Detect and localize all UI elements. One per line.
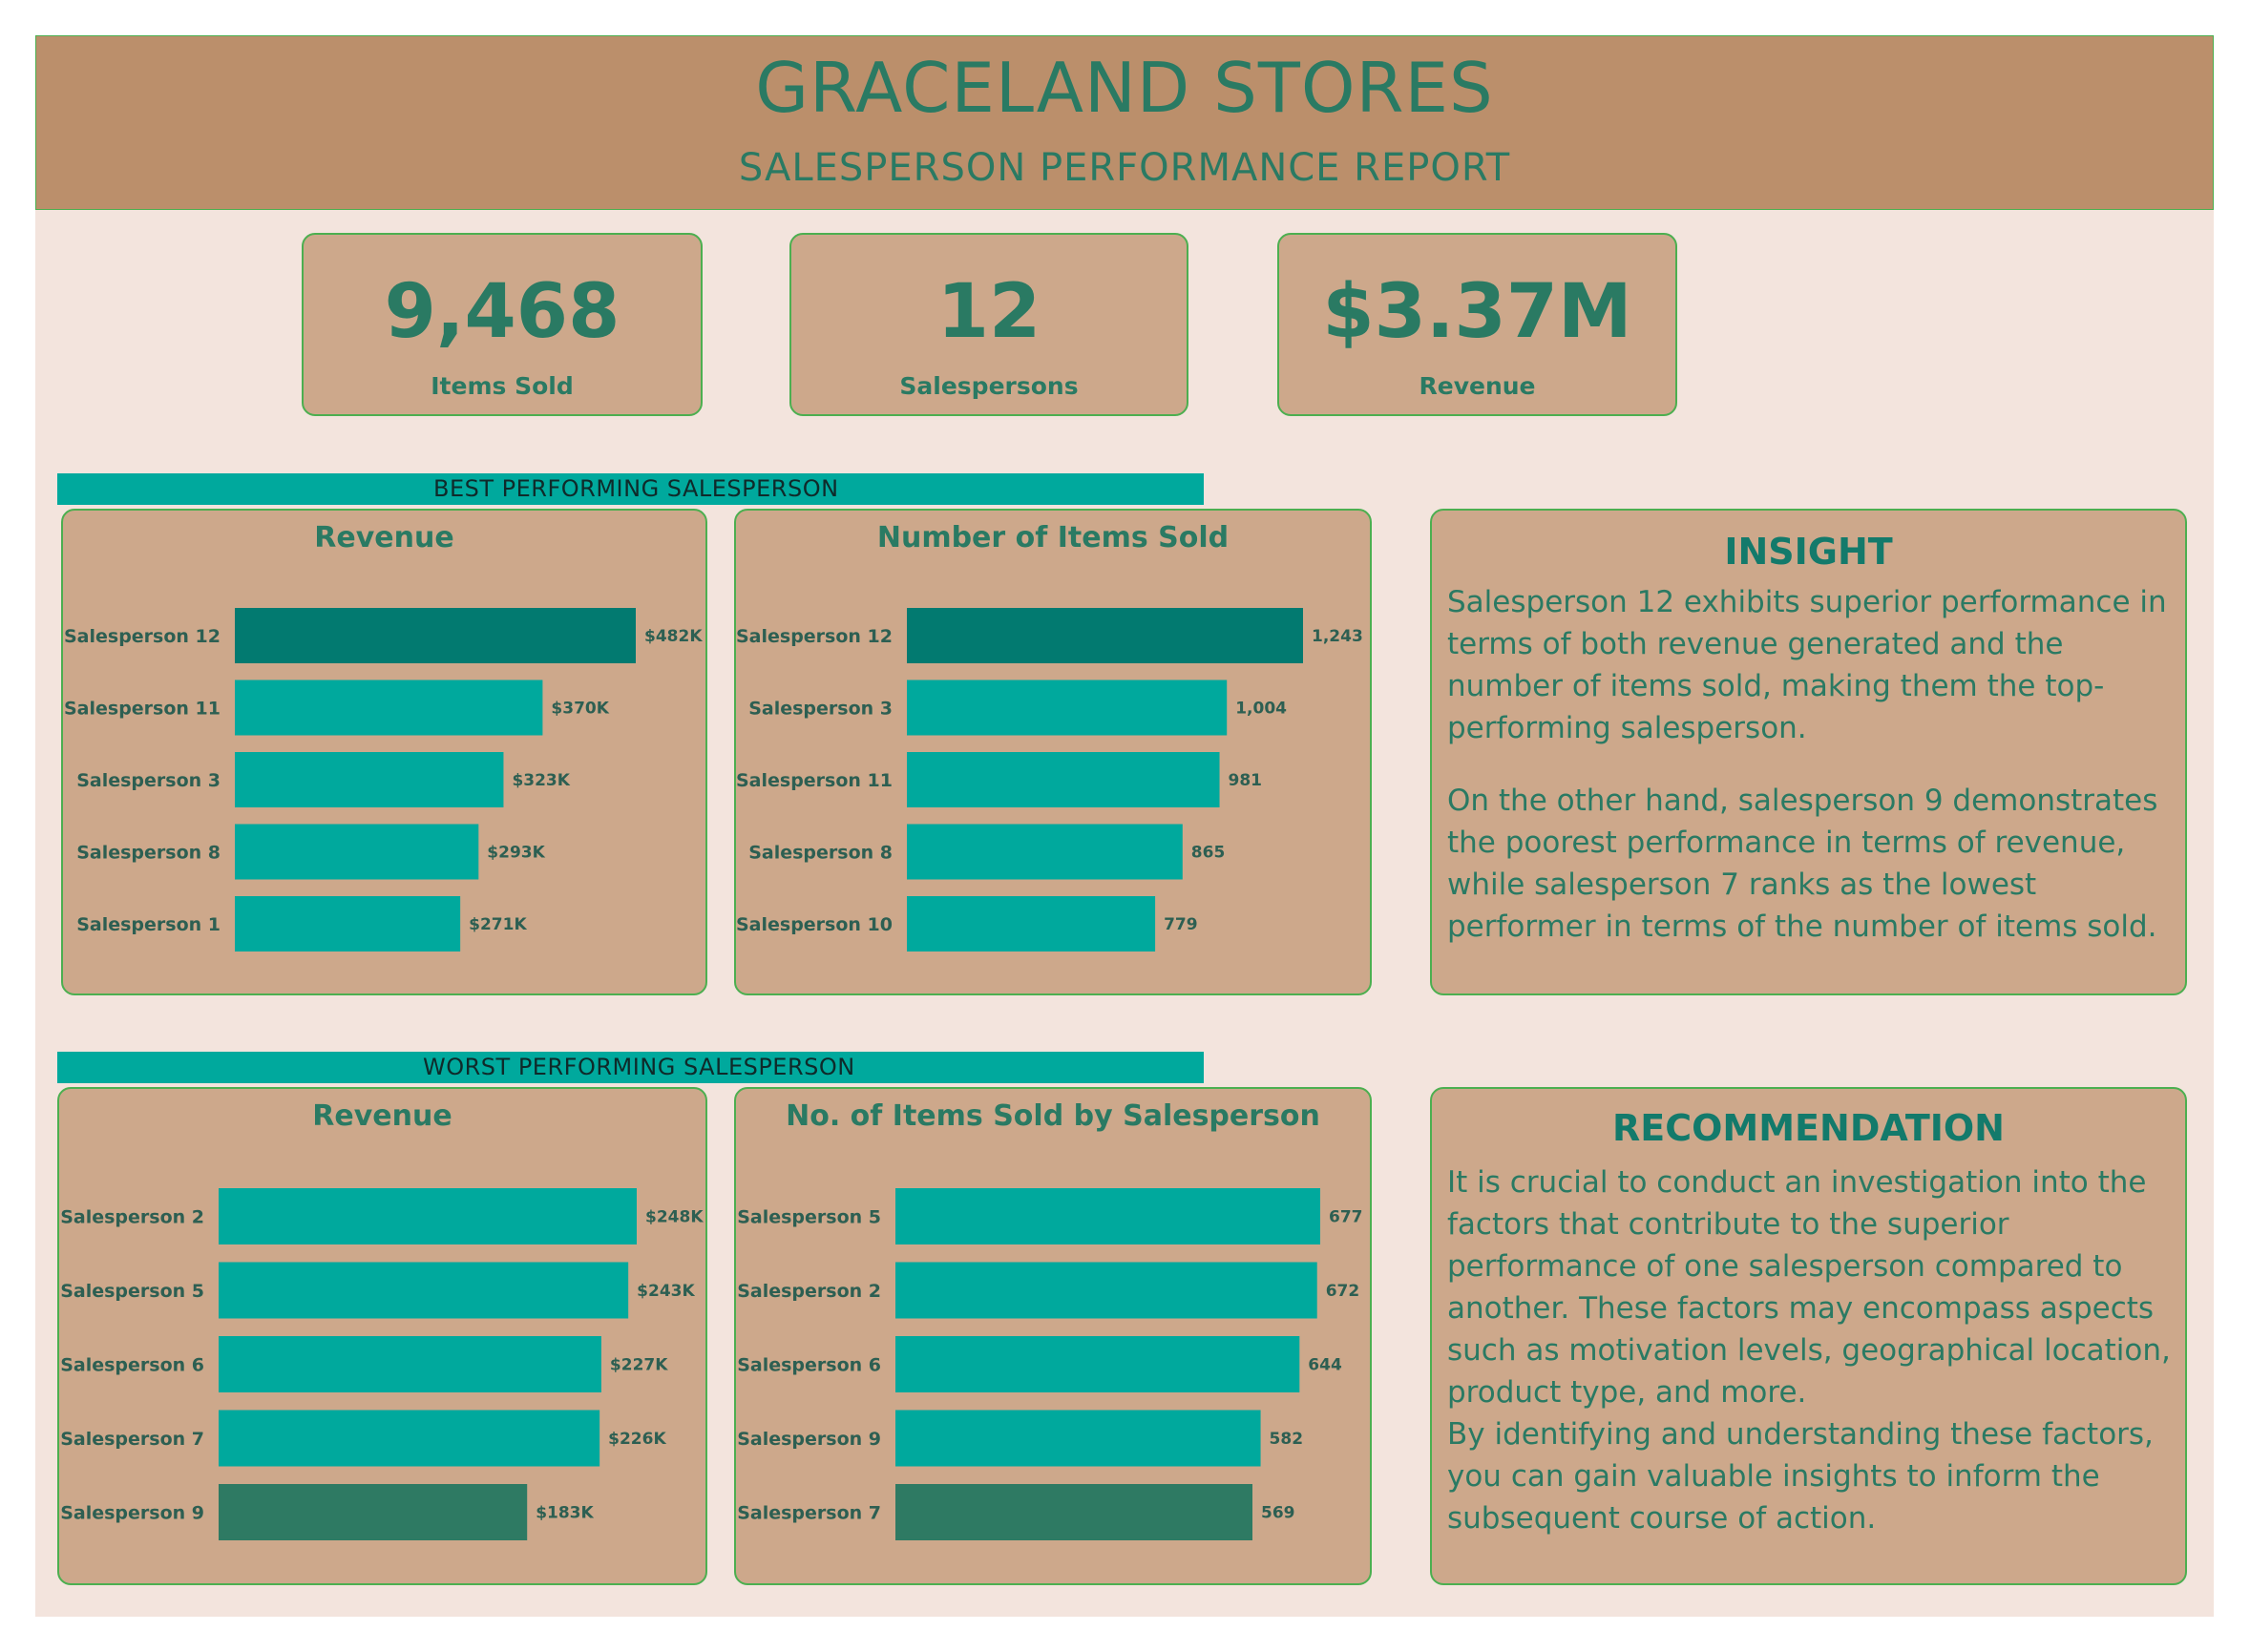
bar xyxy=(895,1410,1261,1467)
value-label: $243K xyxy=(637,1282,695,1301)
bar xyxy=(219,1410,600,1467)
category-label: Salesperson 6 xyxy=(737,1355,881,1376)
report-title: GRACELAND STORES xyxy=(755,48,1494,128)
chart-title: No. of Items Sold by Salesperson xyxy=(786,1099,1320,1133)
category-label: Salesperson 8 xyxy=(748,843,893,864)
bar xyxy=(235,608,636,663)
kpi-value: 9,468 xyxy=(384,269,620,355)
value-label: 582 xyxy=(1270,1430,1304,1449)
category-label: Salesperson 9 xyxy=(737,1429,881,1450)
bar xyxy=(907,752,1220,807)
category-label: Salesperson 12 xyxy=(736,626,893,647)
insight-card: INSIGHT Salesperson 12 exhibits superior… xyxy=(1430,509,2187,995)
best-items-bars: Salesperson 12 1,243 Salesperson 3 1,004 Sal… xyxy=(736,608,1363,951)
value-label: $226K xyxy=(608,1430,666,1449)
bar xyxy=(219,1188,637,1244)
category-label: Salesperson 8 xyxy=(76,843,221,864)
report-header: GRACELAND STORES SALESPERSON PERFORMANCE… xyxy=(35,35,2214,210)
best-section-band: BEST PERFORMING SALESPERSON xyxy=(57,473,1204,505)
category-label: Salesperson 11 xyxy=(64,699,221,720)
bar xyxy=(907,824,1183,880)
value-label: $227K xyxy=(610,1356,668,1375)
insight-paragraph: Salesperson 12 exhibits superior perform… xyxy=(1447,585,2167,745)
bar xyxy=(235,896,461,951)
value-label: 981 xyxy=(1229,771,1263,790)
bar xyxy=(235,824,479,880)
value-label: 644 xyxy=(1308,1356,1342,1375)
report-subtitle: SALESPERSON PERFORMANCE REPORT xyxy=(738,146,1511,190)
value-label: 672 xyxy=(1326,1282,1360,1301)
worst-section-label: WORST PERFORMING SALESPERSON xyxy=(423,1054,855,1080)
value-label: $183K xyxy=(536,1504,594,1523)
category-label: Salesperson 12 xyxy=(64,626,221,647)
value-label: $293K xyxy=(487,844,545,863)
category-label: Salesperson 7 xyxy=(737,1503,881,1524)
kpi-label: Items Sold xyxy=(431,372,574,400)
worst-items-chart: No. of Items Sold by Salesperson Salespe… xyxy=(734,1087,1372,1585)
value-label: 677 xyxy=(1329,1208,1363,1227)
bar xyxy=(235,680,543,736)
category-label: Salesperson 2 xyxy=(737,1281,881,1302)
worst-revenue-bars: Salesperson 2 $248K Salesperson 5 $243K Sale… xyxy=(60,1188,704,1540)
insight-heading: INSIGHT xyxy=(1724,531,1893,573)
chart-title: Revenue xyxy=(312,1099,452,1133)
kpi-label: Revenue xyxy=(1419,372,1536,400)
category-label: Salesperson 3 xyxy=(76,770,221,791)
category-label: Salesperson 2 xyxy=(60,1207,204,1228)
bar xyxy=(219,1484,528,1540)
bar xyxy=(907,896,1156,951)
recommendation-card: RECOMMENDATION It is crucial to conduct … xyxy=(1430,1087,2187,1585)
value-label: $248K xyxy=(645,1208,704,1227)
kpi-value: $3.37M xyxy=(1322,269,1632,355)
category-label: Salesperson 5 xyxy=(737,1207,881,1228)
best-section-label: BEST PERFORMING SALESPERSON xyxy=(433,475,839,502)
bar xyxy=(907,608,1303,663)
worst-items-bars: Salesperson 5 677 Salesperson 2 672 Salesper… xyxy=(737,1188,1363,1540)
chart-title: Number of Items Sold xyxy=(876,521,1230,554)
bar xyxy=(219,1336,601,1392)
value-label: $271K xyxy=(469,915,527,934)
category-label: Salesperson 3 xyxy=(748,699,893,720)
value-label: $370K xyxy=(551,700,609,719)
kpi-revenue: $3.37M Revenue xyxy=(1277,233,1677,416)
bar xyxy=(895,1484,1253,1540)
chart-title: Revenue xyxy=(314,521,454,554)
value-label: 779 xyxy=(1164,915,1198,934)
recommendation-paragraph: It is crucial to conduct an investigatio… xyxy=(1447,1165,2171,1410)
value-label: $482K xyxy=(644,627,703,646)
category-label: Salesperson 11 xyxy=(736,770,893,791)
value-label: 569 xyxy=(1261,1504,1295,1523)
value-label: 1,243 xyxy=(1312,627,1363,646)
category-label: Salesperson 1 xyxy=(76,914,221,935)
best-items-chart: Number of Items Sold Salesperson 12 1,243… xyxy=(734,509,1372,995)
bar xyxy=(235,752,504,807)
kpi-items-sold: 9,468 Items Sold xyxy=(302,233,703,416)
category-label: Salesperson 6 xyxy=(60,1355,204,1376)
bar xyxy=(895,1336,1300,1392)
kpi-label: Salespersons xyxy=(899,372,1079,400)
kpi-value: 12 xyxy=(936,269,1041,355)
worst-revenue-chart: Revenue Salesperson 2 $248K Salesperson 5 $… xyxy=(57,1087,707,1585)
category-label: Salesperson 9 xyxy=(60,1503,204,1524)
dashboard: GRACELAND STORES SALESPERSON PERFORMANCE… xyxy=(35,35,2214,1617)
value-label: $323K xyxy=(512,771,570,790)
category-label: Salesperson 7 xyxy=(60,1429,204,1450)
kpi-salespersons: 12 Salespersons xyxy=(789,233,1188,416)
best-revenue-bars: Salesperson 12 $482K Salesperson 11 $370K Sa… xyxy=(64,608,703,951)
value-label: 1,004 xyxy=(1235,700,1287,719)
insight-paragraph: On the other hand, salesperson 9 demonst… xyxy=(1447,784,2158,944)
recommendation-paragraph: By identifying and understanding these f… xyxy=(1447,1417,2154,1536)
category-label: Salesperson 10 xyxy=(736,914,893,935)
category-label: Salesperson 5 xyxy=(60,1281,204,1302)
best-revenue-chart: Revenue Salesperson 12 $482K Salesperson 1… xyxy=(61,509,707,995)
bar xyxy=(907,680,1228,736)
bar xyxy=(895,1188,1320,1244)
bar xyxy=(895,1262,1317,1319)
value-label: 865 xyxy=(1191,844,1226,863)
bar xyxy=(219,1262,629,1319)
worst-section-band: WORST PERFORMING SALESPERSON xyxy=(57,1052,1204,1083)
recommendation-heading: RECOMMENDATION xyxy=(1612,1107,2005,1149)
